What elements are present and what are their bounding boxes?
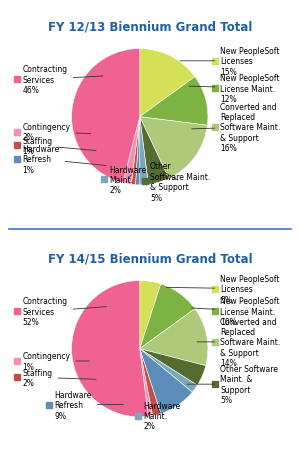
Text: Hardware
Refresh
1%: Hardware Refresh 1%: [22, 145, 106, 175]
Text: Staffing
2%: Staffing 2%: [22, 368, 96, 387]
Text: Hardware
Refresh
9%: Hardware Refresh 9%: [55, 390, 123, 419]
Text: Converted and
Replaced
Software Maint.
& Support
16%: Converted and Replaced Software Maint. &…: [192, 102, 280, 153]
Wedge shape: [140, 281, 161, 349]
Wedge shape: [140, 77, 208, 126]
Wedge shape: [140, 349, 161, 416]
Wedge shape: [72, 281, 148, 417]
Wedge shape: [140, 349, 192, 413]
Text: Staffing
1%: Staffing 1%: [22, 136, 96, 156]
Wedge shape: [140, 118, 148, 186]
Wedge shape: [140, 349, 197, 392]
Text: Contracting
Services
46%: Contracting Services 46%: [22, 65, 103, 95]
Text: Contingency
1%: Contingency 1%: [22, 351, 89, 371]
Text: Contingency
2%: Contingency 2%: [22, 123, 91, 142]
Wedge shape: [140, 284, 195, 349]
Text: Contracting
Services
52%: Contracting Services 52%: [22, 297, 106, 326]
Text: Other
Software Maint.
& Support
5%: Other Software Maint. & Support 5%: [150, 162, 210, 202]
Wedge shape: [140, 309, 208, 366]
Wedge shape: [123, 118, 140, 185]
Text: New PeopleSoft
Licenses
15%: New PeopleSoft Licenses 15%: [180, 47, 280, 76]
Wedge shape: [72, 50, 140, 183]
Wedge shape: [131, 118, 140, 185]
Wedge shape: [140, 50, 195, 118]
Text: New PeopleSoft
License Maint.
10%: New PeopleSoft License Maint. 10%: [192, 297, 280, 326]
Text: Converted and
Replaced
Software Maint.
& Support
14%: Converted and Replaced Software Maint. &…: [197, 317, 280, 368]
Wedge shape: [136, 118, 140, 186]
Wedge shape: [140, 118, 207, 179]
Text: Hardware
Maint.
2%: Hardware Maint. 2%: [143, 401, 180, 431]
Text: New PeopleSoft
Licenses
5%: New PeopleSoft Licenses 5%: [167, 274, 280, 304]
Wedge shape: [140, 349, 152, 416]
Title: FY 12/13 Biennium Grand Total: FY 12/13 Biennium Grand Total: [48, 20, 252, 33]
Wedge shape: [140, 118, 169, 185]
Wedge shape: [140, 349, 206, 385]
Title: FY 14/15 Biennium Grand Total: FY 14/15 Biennium Grand Total: [48, 252, 252, 265]
Text: Hardware
Maint.
2%: Hardware Maint. 2%: [109, 165, 146, 195]
Text: New PeopleSoft
License Maint.
12%: New PeopleSoft License Maint. 12%: [189, 74, 280, 104]
Text: Other Software
Maint. &
Support
5%: Other Software Maint. & Support 5%: [187, 364, 278, 404]
